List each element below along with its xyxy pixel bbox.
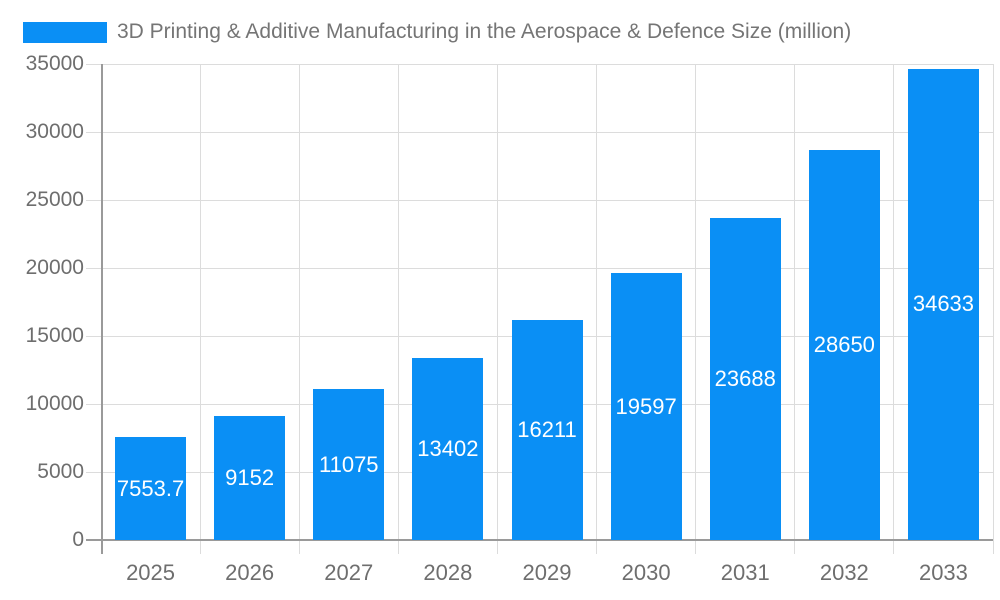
bar[interactable]: [214, 415, 286, 540]
h-gridline: [101, 64, 993, 65]
v-gridline: [794, 64, 796, 540]
bar[interactable]: [115, 437, 187, 540]
v-gridline: [992, 64, 994, 540]
v-gridline: [893, 64, 895, 540]
legend-item[interactable]: 3D Printing & Additive Manufacturing in …: [23, 20, 851, 44]
x-axis-line: [86, 539, 993, 541]
x-axis-tick: [893, 540, 895, 554]
y-axis-tick: [86, 64, 101, 65]
bar[interactable]: [907, 69, 979, 540]
bar[interactable]: [808, 150, 880, 540]
h-gridline: [101, 200, 993, 201]
x-axis-tick: [496, 540, 498, 554]
plot-area: 7553.7 9152 11075 13402 16211 19597 23688 28650…: [86, 64, 994, 554]
x-axis-tick: [794, 540, 796, 554]
y-axis-tick: [86, 336, 101, 337]
y-axis-tick-label: 25000: [25, 188, 84, 211]
h-gridline: [101, 268, 993, 269]
v-gridline: [496, 64, 498, 540]
bar[interactable]: [412, 357, 484, 540]
v-gridline: [596, 64, 598, 540]
x-axis-tick-label: 2025: [126, 560, 176, 585]
x-axis-tick: [298, 540, 300, 554]
x-axis-tick: [992, 540, 994, 554]
h-gridline: [101, 132, 993, 133]
y-axis-tick-label: 35000: [25, 52, 84, 75]
v-gridline: [397, 64, 399, 540]
x-axis-tick-label: 2026: [225, 560, 275, 585]
y-axis-tick-label: 30000: [25, 120, 84, 143]
y-axis-tick: [86, 132, 101, 133]
y-axis-tick-label: 5000: [37, 460, 84, 483]
x-axis-tick: [695, 540, 697, 554]
y-axis-tick-label: 0: [72, 528, 84, 551]
x-axis-tick-label: 2027: [324, 560, 374, 585]
legend-swatch: [23, 21, 107, 43]
v-gridline: [199, 64, 201, 540]
y-axis-tick-label: 15000: [25, 324, 84, 347]
x-axis-tick-label: 2033: [918, 560, 968, 585]
x-axis-tick-label: 2028: [423, 560, 473, 585]
bar[interactable]: [610, 273, 682, 540]
y-axis-tick: [86, 404, 101, 405]
x-axis-tick-label: 2032: [819, 560, 869, 585]
y-axis-tick-label: 20000: [25, 256, 84, 279]
y-axis-tick-label: 10000: [25, 392, 84, 415]
y-axis-tick: [86, 200, 101, 201]
x-axis-tick: [199, 540, 201, 554]
x-axis-tick-label: 2029: [522, 560, 572, 585]
x-axis-tick: [596, 540, 598, 554]
bar[interactable]: [511, 319, 583, 540]
x-axis-tick-label: 2031: [720, 560, 770, 585]
v-gridline: [298, 64, 300, 540]
bar[interactable]: [313, 389, 385, 540]
y-axis-tick: [86, 268, 101, 269]
legend-label: 3D Printing & Additive Manufacturing in …: [117, 20, 852, 43]
x-axis-tick: [397, 540, 399, 554]
bar[interactable]: [709, 217, 781, 540]
y-axis-tick: [86, 472, 101, 473]
v-gridline: [695, 64, 697, 540]
y-axis-line: [101, 64, 103, 554]
x-axis-tick-label: 2030: [621, 560, 671, 585]
